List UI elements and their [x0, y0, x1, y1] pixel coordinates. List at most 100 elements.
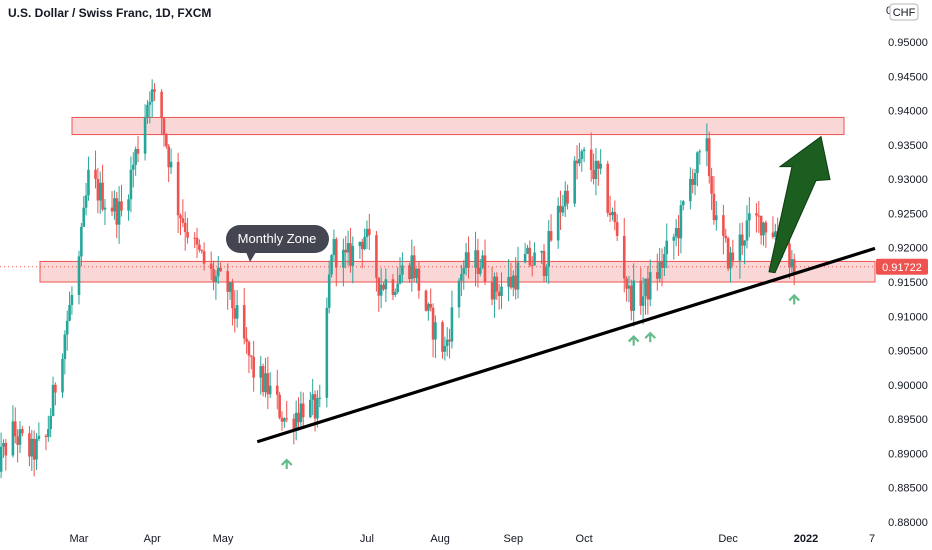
candle	[774, 223, 777, 241]
candle	[68, 291, 71, 322]
candle	[771, 216, 775, 240]
candle	[738, 223, 742, 279]
candle	[160, 89, 163, 136]
candle	[495, 272, 499, 300]
candle	[165, 133, 168, 149]
candle	[762, 221, 765, 246]
time-tick-label: Apr	[144, 533, 161, 545]
candle	[417, 261, 421, 299]
currency-button[interactable]: CHF	[889, 3, 919, 21]
trendline[interactable]	[256, 246, 876, 444]
candle	[11, 405, 15, 458]
candle	[740, 222, 744, 255]
candle	[573, 156, 576, 208]
candle	[18, 421, 22, 454]
candle	[153, 83, 156, 101]
candle	[630, 279, 633, 321]
support-zone[interactable]	[39, 260, 876, 283]
candle	[549, 214, 553, 242]
price-tick-label: 0.95000	[888, 37, 928, 49]
price-tick-label: 0.90500	[888, 346, 928, 358]
candle	[28, 426, 31, 467]
candle	[318, 384, 322, 408]
candle	[209, 251, 213, 281]
candle	[748, 197, 751, 238]
candle	[476, 238, 480, 288]
candle	[689, 167, 692, 210]
monthly-zone-callout[interactable]: Monthly Zone	[226, 225, 329, 262]
resistance-zone[interactable]	[71, 116, 845, 136]
candle	[561, 194, 565, 217]
projection-arrow[interactable]	[768, 135, 831, 274]
candle	[264, 357, 267, 398]
candle	[235, 290, 239, 328]
price-tick-label: 0.92000	[888, 243, 928, 255]
candle	[613, 200, 617, 231]
candle	[474, 231, 477, 287]
candles-layer	[0, 79, 796, 479]
candle	[129, 156, 133, 213]
candle	[228, 281, 232, 300]
candle	[37, 422, 41, 442]
candle	[16, 429, 19, 463]
candle	[375, 230, 378, 292]
candle	[545, 264, 548, 283]
candle	[596, 160, 600, 186]
price-tick-label: 0.94000	[888, 106, 928, 118]
price-tick-label: 0.88000	[888, 517, 928, 529]
price-tick-label: 0.89000	[888, 448, 928, 460]
candle	[391, 273, 395, 300]
price-axis[interactable]: 0.95000 0.94500 0.94000 0.93500 0.93000 0.925…	[876, 3, 928, 529]
time-tick-label: Sep	[504, 533, 524, 545]
candle	[117, 186, 121, 244]
candle	[396, 267, 399, 295]
candle	[679, 200, 683, 254]
candle	[344, 235, 348, 269]
candle	[219, 262, 222, 272]
candle	[242, 287, 246, 345]
candle	[49, 408, 52, 438]
candle	[268, 372, 272, 399]
candle	[757, 200, 761, 233]
candle	[351, 236, 355, 284]
candle	[202, 242, 206, 271]
candle	[606, 160, 610, 217]
candle	[464, 242, 468, 276]
time-tick-label: 7	[869, 533, 875, 545]
candle	[691, 168, 695, 194]
candle	[84, 182, 88, 216]
candle	[563, 181, 567, 218]
candle	[599, 149, 602, 175]
candle	[32, 430, 36, 477]
candle	[460, 264, 463, 297]
candle	[580, 149, 584, 172]
candle	[530, 256, 534, 277]
candle	[743, 240, 746, 265]
candle	[672, 233, 676, 260]
candle	[705, 123, 709, 167]
candle	[431, 303, 435, 358]
candle	[280, 411, 284, 431]
candle	[363, 228, 366, 251]
candle	[427, 302, 430, 321]
candle	[467, 236, 470, 279]
candle	[393, 288, 397, 298]
candle	[334, 237, 338, 287]
candle	[382, 281, 385, 291]
candle	[434, 315, 437, 359]
candle	[745, 205, 749, 249]
last-price-tag: 0.91722	[876, 258, 928, 275]
candle	[82, 196, 86, 228]
candle	[30, 429, 34, 471]
time-axis[interactable]: Mar Apr May Jul Aug Sep Oct Dec 2022 7	[70, 533, 876, 545]
candle	[644, 278, 647, 315]
candle	[245, 326, 248, 354]
candle	[441, 320, 444, 359]
candle	[724, 228, 728, 243]
price-tick-label: 0.91500	[888, 277, 928, 289]
candle	[641, 277, 645, 325]
candle	[283, 417, 286, 428]
candle	[110, 191, 114, 216]
candle	[755, 203, 758, 233]
